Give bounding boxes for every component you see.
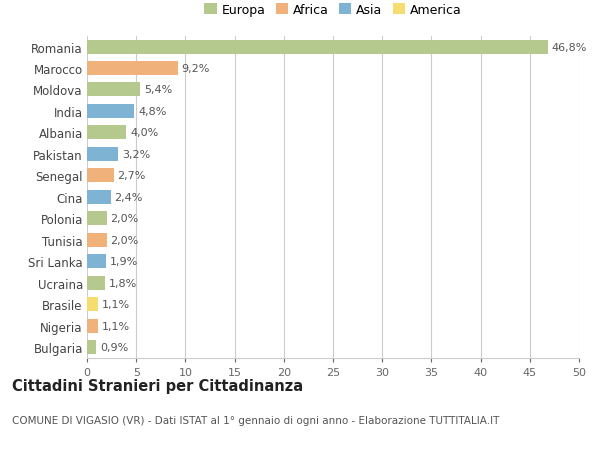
Text: 3,2%: 3,2%: [122, 150, 151, 160]
Bar: [87, 105, 134, 118]
Bar: [87, 341, 96, 354]
Bar: [87, 84, 140, 97]
Bar: [87, 190, 110, 204]
Bar: [87, 62, 178, 76]
Bar: [87, 297, 98, 311]
Bar: [87, 212, 107, 226]
Text: 4,0%: 4,0%: [130, 128, 158, 138]
Text: 0,9%: 0,9%: [100, 342, 128, 353]
Text: 1,8%: 1,8%: [109, 278, 137, 288]
Bar: [87, 169, 113, 183]
Text: 2,4%: 2,4%: [115, 192, 143, 202]
Text: COMUNE DI VIGASIO (VR) - Dati ISTAT al 1° gennaio di ogni anno - Elaborazione TU: COMUNE DI VIGASIO (VR) - Dati ISTAT al 1…: [12, 415, 499, 425]
Bar: [87, 319, 98, 333]
Text: 4,8%: 4,8%: [138, 106, 167, 117]
Text: 2,0%: 2,0%: [110, 214, 139, 224]
Bar: [87, 233, 107, 247]
Bar: [87, 126, 127, 140]
Text: 9,2%: 9,2%: [181, 64, 210, 74]
Text: 1,9%: 1,9%: [110, 257, 138, 267]
Bar: [87, 147, 118, 162]
Text: Cittadini Stranieri per Cittadinanza: Cittadini Stranieri per Cittadinanza: [12, 379, 303, 394]
Text: 46,8%: 46,8%: [551, 42, 587, 52]
Bar: [87, 255, 106, 269]
Text: 1,1%: 1,1%: [102, 321, 130, 331]
Bar: [87, 40, 548, 54]
Text: 2,0%: 2,0%: [110, 235, 139, 245]
Text: 1,1%: 1,1%: [102, 299, 130, 309]
Legend: Europa, Africa, Asia, America: Europa, Africa, Asia, America: [202, 1, 464, 19]
Text: 5,4%: 5,4%: [144, 85, 172, 95]
Bar: [87, 276, 105, 290]
Text: 2,7%: 2,7%: [118, 171, 146, 181]
